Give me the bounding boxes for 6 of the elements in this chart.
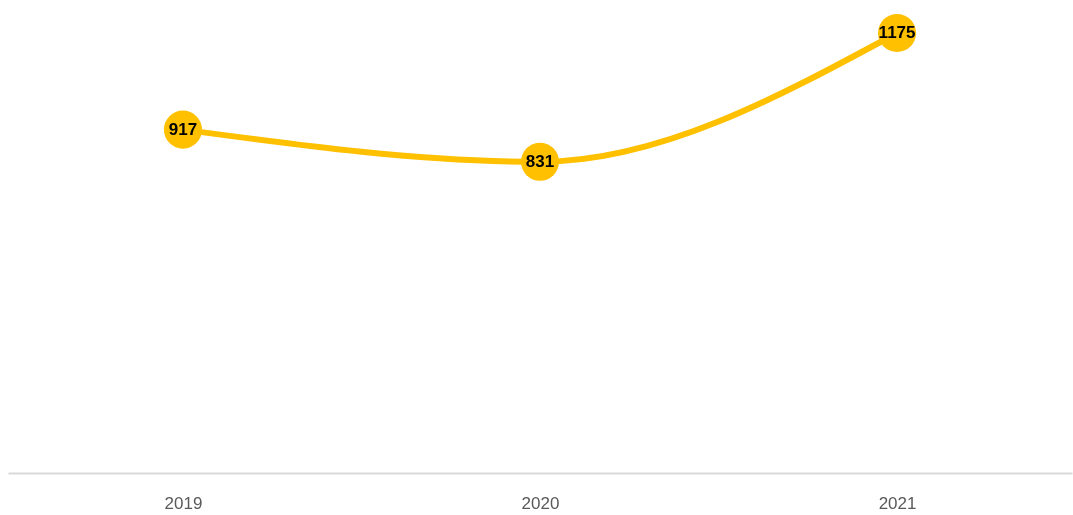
x-tick-label: 2020	[521, 493, 560, 513]
data-label: 917	[168, 119, 198, 139]
x-tick-label: 2019	[164, 493, 203, 513]
data-label: 1175	[878, 23, 916, 42]
x-tick-label: 2021	[878, 493, 917, 513]
data-label: 831	[525, 151, 555, 171]
